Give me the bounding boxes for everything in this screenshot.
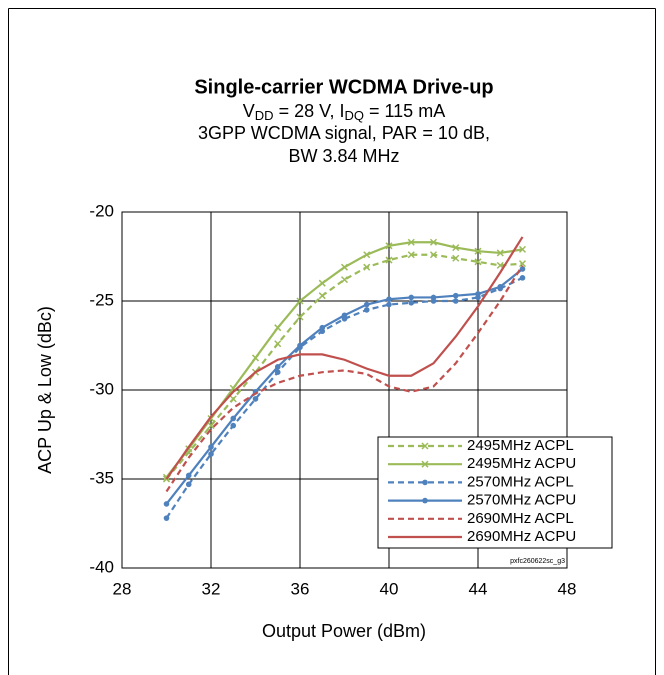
legend-label: 2570MHz ACPL xyxy=(467,473,574,490)
marker xyxy=(297,342,303,349)
marker xyxy=(408,294,415,301)
legend-label: 2495MHz ACPU xyxy=(467,455,576,472)
marker xyxy=(474,258,482,266)
subscript: DQ xyxy=(344,108,364,123)
marker xyxy=(474,247,482,255)
marker xyxy=(163,515,170,521)
marker xyxy=(274,324,282,332)
marker xyxy=(319,324,326,331)
marker xyxy=(518,245,527,253)
y-tick-label: -25 xyxy=(89,290,114,309)
y-tick-label: -35 xyxy=(89,468,114,487)
marker xyxy=(475,291,481,297)
marker xyxy=(407,251,415,259)
marker xyxy=(274,364,281,370)
marker xyxy=(407,238,415,246)
marker xyxy=(340,263,349,271)
marker xyxy=(363,251,371,259)
series-line xyxy=(165,253,523,480)
legend-box xyxy=(377,436,613,549)
marker xyxy=(208,451,214,457)
series-line xyxy=(165,264,524,493)
marker xyxy=(363,307,370,313)
marker xyxy=(385,256,393,264)
subtitle-text: = 28 V, I xyxy=(274,101,345,121)
subtitle-text: = 115 mA xyxy=(364,101,445,121)
annotation: pxfc260622sc_g3 xyxy=(510,558,565,565)
marker xyxy=(363,301,370,308)
marker xyxy=(519,275,526,281)
subscript: DD xyxy=(255,108,274,123)
marker xyxy=(185,472,192,479)
marker xyxy=(497,283,504,290)
marker xyxy=(429,251,438,259)
marker xyxy=(452,244,460,252)
legend-label: 2690MHz ACPU xyxy=(467,528,576,545)
chart-subtitle: VDD = 28 V, IDQ = 115 mA xyxy=(243,101,445,124)
y-tick-label: -30 xyxy=(89,379,114,398)
marker xyxy=(519,266,526,272)
marker xyxy=(251,354,260,362)
marker xyxy=(429,238,438,246)
x-tick-label: 36 xyxy=(291,579,310,598)
series-line xyxy=(165,236,524,480)
marker xyxy=(318,292,326,300)
marker xyxy=(340,276,349,284)
marker xyxy=(185,481,192,488)
subtitle-text: V xyxy=(243,101,255,121)
chart-subtitle: BW 3.84 MHz xyxy=(288,146,399,166)
x-tick-label: 40 xyxy=(380,579,399,598)
marker xyxy=(229,395,237,403)
marker xyxy=(274,369,281,376)
legend-label: 2495MHz ACPL xyxy=(467,437,574,454)
marker xyxy=(230,422,237,429)
marker xyxy=(296,313,304,321)
chart-title: Single-carrier WCDMA Drive-up xyxy=(194,76,493,98)
legend-label: 2690MHz ACPL xyxy=(467,510,574,527)
marker xyxy=(496,249,504,257)
x-tick-label: 48 xyxy=(558,579,577,598)
marker xyxy=(386,301,392,308)
chart-subtitle: 3GPP WCDMA signal, PAR = 10 dB, xyxy=(198,123,490,143)
marker xyxy=(274,340,282,348)
marker xyxy=(430,294,437,301)
marker xyxy=(341,312,348,319)
y-tick-label: -40 xyxy=(89,557,114,576)
marker xyxy=(408,299,415,306)
legend-marker xyxy=(421,442,429,450)
marker xyxy=(518,260,527,268)
legend-marker xyxy=(422,479,428,486)
marker xyxy=(452,292,459,299)
legend-marker xyxy=(422,497,428,504)
x-tick-label: 28 xyxy=(113,579,132,598)
legend-label: 2570MHz ACPU xyxy=(467,492,576,509)
y-tick-label: -20 xyxy=(89,201,114,220)
x-tick-label: 44 xyxy=(469,579,488,598)
marker xyxy=(452,254,460,262)
marker xyxy=(163,501,170,507)
marker xyxy=(296,297,304,305)
x-tick-label: 32 xyxy=(202,579,221,598)
marker xyxy=(386,296,392,303)
marker xyxy=(318,279,326,287)
marker xyxy=(363,263,371,271)
marker xyxy=(230,415,237,422)
plot-border xyxy=(121,211,568,569)
marker xyxy=(252,396,259,402)
marker xyxy=(207,422,215,430)
y-axis-label: ACP Up & Low (dBc) xyxy=(35,306,55,474)
marker xyxy=(452,298,459,304)
legend-marker xyxy=(421,460,429,468)
marker xyxy=(208,444,214,450)
marker xyxy=(385,242,393,250)
x-axis-label: Output Power (dBm) xyxy=(262,621,426,641)
